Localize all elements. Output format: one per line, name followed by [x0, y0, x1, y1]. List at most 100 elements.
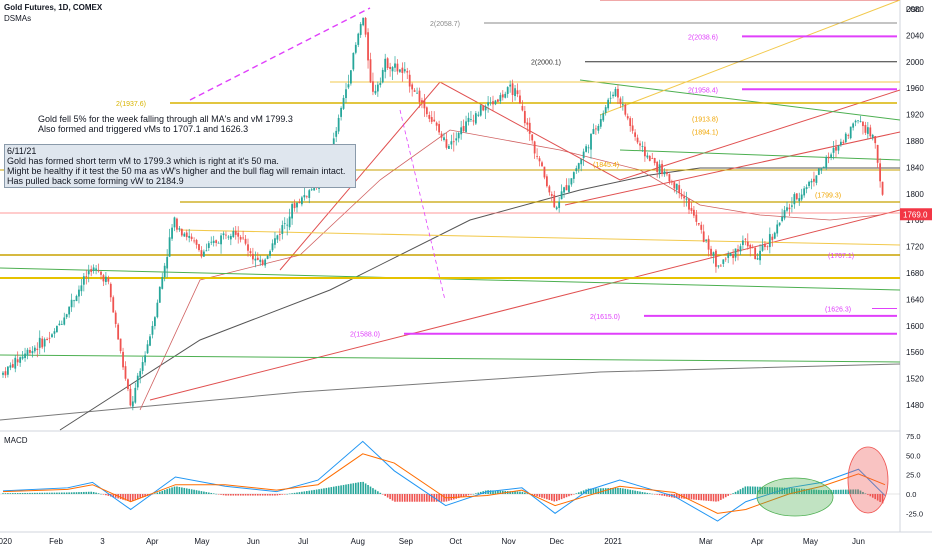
candle-body [501, 94, 504, 98]
candle-body [259, 259, 262, 262]
macd-hist-bar [29, 492, 31, 494]
candle-body [455, 138, 458, 141]
candle-body [335, 130, 338, 137]
macd-hist-bar [244, 494, 247, 496]
macd-hist-bar [553, 494, 556, 502]
candle-body [492, 101, 494, 105]
macd-hist-bar [139, 494, 141, 499]
macd-hist-bar [38, 492, 41, 494]
macd-tick-label: -25.0 [906, 509, 923, 518]
macd-hist-bar [203, 491, 205, 494]
macd-hist-bar [237, 494, 239, 496]
macd-hist-bar [467, 494, 470, 496]
macd-hist-bar [249, 494, 252, 496]
macd-hist-bar [511, 491, 514, 494]
candle-body [504, 93, 507, 98]
macd-hist-bar [612, 487, 614, 494]
macd-hist-bar [100, 493, 102, 495]
resistance-green-2 [619, 149, 901, 161]
candle-body [778, 222, 781, 226]
chart-title: Gold Futures, 1D, COMEX [4, 3, 103, 12]
macd-hist-bar [666, 494, 668, 497]
candle-body [541, 162, 543, 167]
macd-hist-bar [604, 488, 607, 494]
candle-body [190, 236, 193, 240]
candle-body [119, 338, 122, 352]
candle-body [452, 141, 455, 143]
resistance-green [579, 79, 901, 121]
candle-body [185, 232, 188, 238]
x-tick-label: Jun [852, 537, 865, 546]
candle-body [744, 238, 747, 240]
candle-body [705, 239, 708, 241]
macd-hist-bar [78, 492, 80, 494]
macd-hist-bar [881, 494, 884, 504]
macd-hist-bar [87, 491, 90, 494]
candle-body [70, 299, 73, 308]
macd-hist-bar [560, 494, 563, 500]
candle-body [252, 253, 254, 260]
candle-body [788, 207, 791, 210]
candle-body [244, 238, 247, 244]
macd-hist-bar [700, 494, 703, 501]
macd-hist-bar [114, 494, 117, 498]
candle-body [156, 302, 159, 318]
candle-body [222, 233, 225, 236]
macd-hist-bar [369, 486, 372, 494]
candle-body [690, 208, 693, 211]
macd-hist-bar [460, 494, 462, 498]
candle-body [521, 105, 524, 111]
macd-hist-bar [663, 494, 666, 497]
candle-body [408, 74, 411, 87]
candle-body [396, 63, 399, 72]
candle-body [78, 289, 80, 297]
macd-hist-bar [492, 490, 494, 494]
candle-body [717, 265, 720, 267]
macd-hist-bar [869, 494, 872, 497]
note-line: Also formed and triggered vMs to 1707.1 … [38, 124, 249, 134]
candle-body [90, 269, 93, 272]
candle-body [739, 246, 742, 252]
x-tick-label: May [803, 537, 818, 546]
macd-hist-bar [362, 481, 364, 494]
macd-hist-bar [90, 491, 92, 494]
macd-hist-bar [92, 491, 95, 494]
candle-body [607, 99, 610, 109]
candle-body [511, 83, 514, 95]
candle-body [531, 134, 534, 141]
macd-hist-bar [48, 492, 51, 494]
candle-body [127, 379, 129, 390]
candle-body [641, 145, 644, 147]
macd-hist-bar [85, 491, 88, 494]
macd-hist-bar [230, 494, 232, 496]
candle-body [158, 286, 161, 303]
macd-hist-bar [247, 494, 249, 496]
highlight-ellipse-red [847, 446, 889, 514]
candle-body [707, 238, 710, 250]
indicator-label: DSMAs [4, 14, 32, 23]
macd-hist-bar [443, 494, 445, 502]
macd-hist-bar [563, 494, 565, 499]
candle-body [406, 71, 409, 73]
macd-hist-bar [178, 487, 181, 494]
x-tick-label: May [194, 537, 209, 546]
macd-hist-bar [107, 494, 110, 496]
candle-body [102, 275, 105, 282]
candle-body [9, 365, 12, 368]
macd-hist-bar [614, 487, 617, 494]
macd-hist-bar [257, 494, 259, 496]
macd-hist-bar [318, 489, 320, 494]
macd-hist-bar [759, 486, 761, 494]
candle-body [663, 171, 666, 175]
candle-body [362, 17, 365, 26]
macd-hist-bar [352, 483, 355, 494]
candle-body [149, 336, 151, 346]
candle-body [242, 237, 244, 239]
candle-body [710, 248, 712, 256]
candle-body [803, 188, 806, 196]
macd-hist-bar [631, 490, 634, 494]
y-tick-label: 2040 [906, 31, 924, 40]
macd-hist-bar [394, 494, 396, 502]
candle-body [700, 224, 703, 230]
